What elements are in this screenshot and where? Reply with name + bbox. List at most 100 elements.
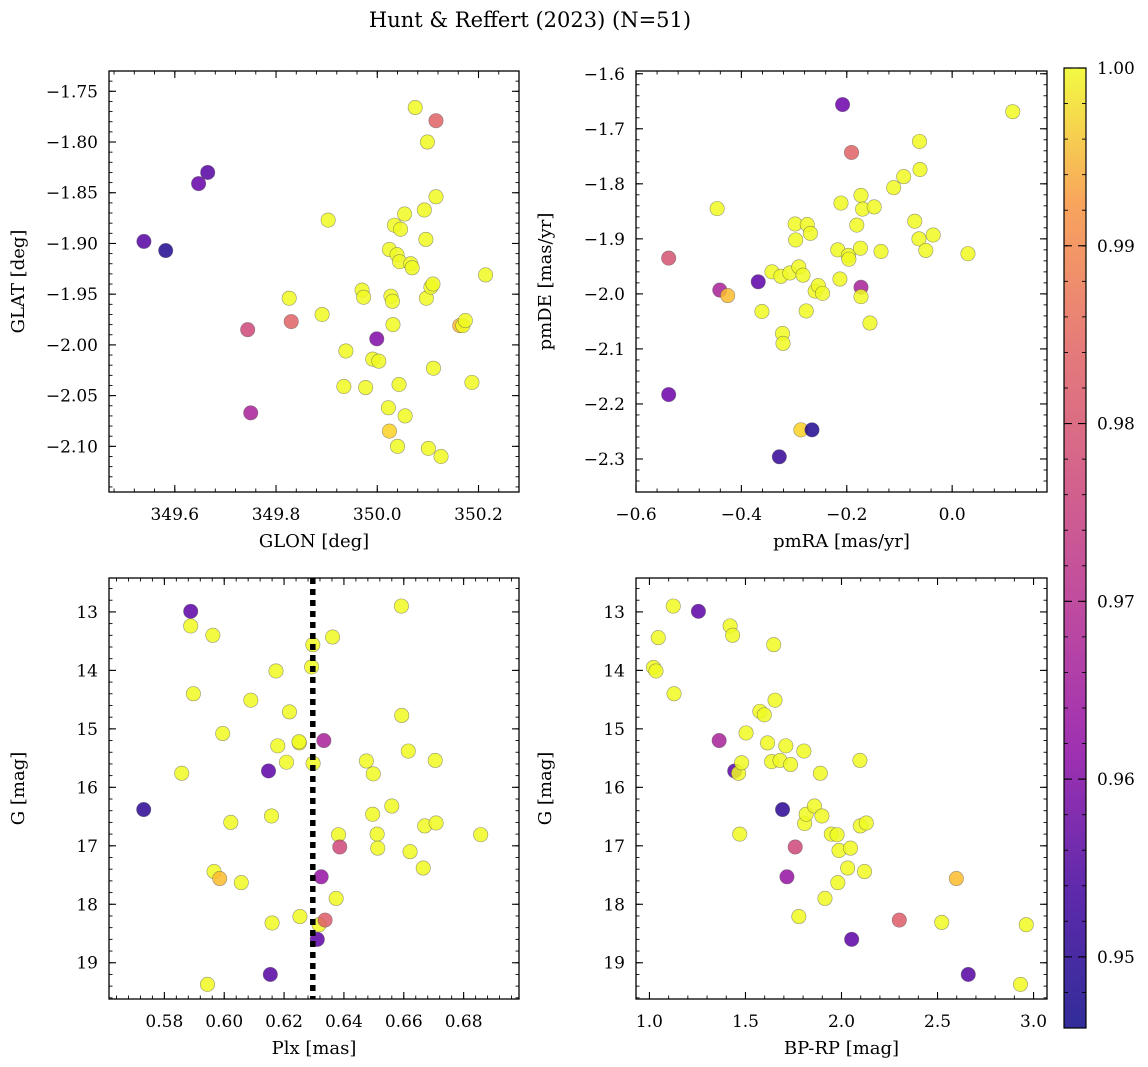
y-tick-label: 18 (603, 895, 625, 915)
scatter-point (261, 763, 277, 779)
scatter-point (853, 289, 869, 305)
scatter-point (365, 766, 381, 782)
x-tick-label: 3.0 (1020, 1012, 1047, 1032)
scatter-point (419, 134, 435, 150)
scatter-point (380, 400, 396, 416)
y-tick-label: −1.95 (46, 285, 98, 305)
y-tick-label: 19 (603, 954, 625, 974)
scatter-point (136, 233, 152, 249)
scatter-point (316, 733, 332, 749)
scatter-point (907, 213, 923, 229)
scatter-point (400, 743, 416, 759)
scatter-point (787, 839, 803, 855)
y-tick-label: −2.2 (584, 395, 625, 415)
scatter-point (857, 864, 873, 880)
scatter-point (925, 227, 941, 243)
scatter-point (791, 909, 807, 925)
scatter-point (191, 176, 207, 192)
scatter-point (281, 704, 297, 720)
scatter-point (433, 448, 449, 464)
y-tick-label: −1.7 (584, 120, 625, 140)
scatter-point (317, 912, 333, 928)
x-tick-label: 0.60 (205, 1012, 243, 1032)
x-tick-label: 2.0 (828, 1012, 855, 1032)
colorbar-tick-label: 0.97 (1097, 592, 1135, 612)
scatter-point (896, 169, 912, 185)
scatter-point (358, 753, 374, 769)
y-tick-label: −2.10 (46, 437, 98, 457)
scatter-point (428, 189, 444, 205)
x-tick-label: −0.6 (615, 505, 656, 525)
scatter-point (158, 243, 174, 259)
scatter-point (873, 244, 889, 260)
scatter-point (756, 707, 772, 723)
scatter-point (866, 199, 882, 215)
y-tick-label: 16 (603, 778, 625, 798)
scatter-point (738, 725, 754, 741)
scatter-point (369, 331, 385, 347)
x-tick-label: −0.2 (826, 505, 867, 525)
scatter-point (336, 378, 352, 394)
y-tick-label: 17 (603, 837, 625, 857)
scatter-point (371, 353, 387, 369)
scatter-point (314, 306, 330, 322)
scatter-point (427, 752, 443, 768)
scatter-point (814, 808, 830, 824)
scatter-point (394, 707, 410, 723)
scatter-point (185, 686, 201, 702)
scatter-point (420, 440, 436, 456)
scatter-point (425, 276, 441, 292)
x-tick-label: 349.6 (150, 505, 199, 525)
axes-frame (635, 577, 1048, 1000)
scatter-point (200, 164, 216, 180)
y-tick-label: −1.6 (584, 65, 625, 85)
scatter-point (852, 240, 868, 256)
scatter-point (650, 630, 666, 646)
panel-plx-g: 0.58 0.60 0.62 0.64 0.66 0.68 13 14 15 16 17 18 19 Pl… (8, 577, 520, 1059)
scatter-point (292, 909, 308, 925)
scatter-point (1012, 976, 1028, 992)
scatter-point (407, 100, 423, 116)
scatter-point (381, 423, 397, 439)
scatter-point (960, 966, 976, 982)
scatter-point (391, 376, 407, 392)
scatter-point (384, 293, 400, 309)
scatter-point (320, 212, 336, 228)
scatter-point (270, 738, 286, 754)
scatter-point (136, 802, 152, 818)
y-tick-label: −2.1 (584, 340, 625, 360)
scatter-point (775, 335, 791, 351)
scatter-point (416, 202, 432, 218)
y-axis-label: pmDE [mas/yr] (535, 213, 556, 351)
scatter-points (136, 598, 489, 992)
scatter-point (795, 267, 811, 283)
scatter-point (457, 313, 473, 329)
scatter-point (711, 733, 727, 749)
panel-pmra-pmde: −0.6 −0.4 −0.2 0.0 −2.3 −2.2 −2.1 −2.0 −1.9 −1.8 −… (535, 65, 1048, 552)
scatter-point (390, 438, 406, 454)
scatter-point (183, 618, 199, 634)
y-tick-label: −2.3 (584, 450, 625, 470)
x-tick-label: 0.62 (265, 1012, 303, 1032)
y-tick-label: −1.8 (584, 175, 625, 195)
colorbar-tick-label: 0.96 (1097, 770, 1135, 790)
scatter-point (212, 871, 228, 887)
scatter-point (829, 827, 845, 843)
y-tick-label: −1.9 (584, 230, 625, 250)
scatter-point (960, 246, 976, 262)
scatter-point (766, 637, 782, 653)
scatter-point (840, 860, 856, 876)
y-tick-label: −2.00 (46, 336, 98, 356)
scatter-point (750, 274, 766, 290)
scatter-point (393, 221, 409, 237)
scatter-point (183, 603, 199, 619)
colorbar-tick-label: 1.00 (1097, 59, 1135, 79)
scatter-point (281, 290, 297, 306)
x-axis-label: BP-RP [mag] (784, 1038, 899, 1059)
scatter-point (268, 663, 284, 679)
panel-bprp-g: 1.0 1.5 2.0 2.5 3.0 13 14 15 16 17 18 19 BP-RP [mag]… (535, 577, 1048, 1059)
scatter-point (648, 663, 664, 679)
scatter-point (771, 449, 787, 465)
colorbar-frame (1063, 67, 1087, 1029)
scatter-point (798, 303, 814, 319)
